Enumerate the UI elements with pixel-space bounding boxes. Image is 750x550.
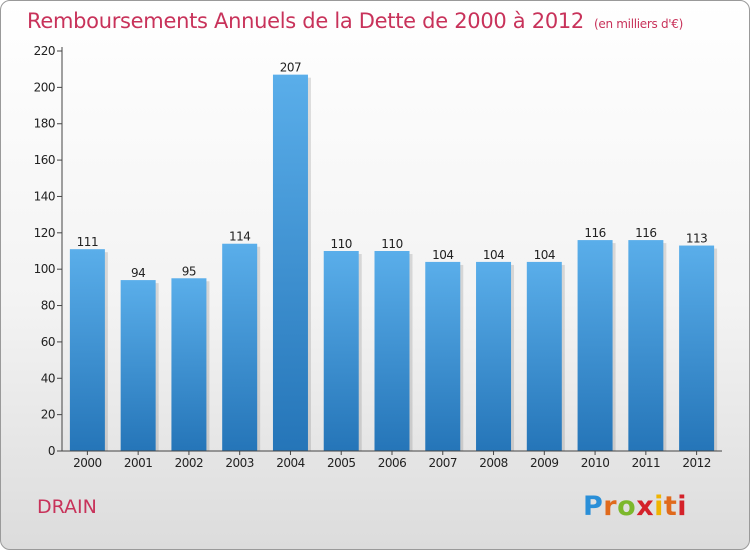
commune-name: DRAIN	[37, 496, 97, 518]
bar	[526, 261, 562, 451]
logo-letter: x	[636, 491, 655, 522]
y-tick-label: 60	[41, 335, 55, 349]
y-tick-label: 0	[48, 444, 55, 458]
data-label: 116	[635, 226, 656, 240]
chart-title: Remboursements Annuels de la Dette de 20…	[27, 9, 683, 33]
x-tick-label: 2001	[124, 456, 153, 470]
bar	[272, 74, 308, 452]
logo-letter: r	[603, 491, 618, 522]
data-label: 104	[534, 248, 555, 262]
bar	[323, 251, 359, 451]
bars-group	[69, 74, 718, 452]
bar	[425, 261, 461, 451]
data-label: 207	[280, 61, 301, 75]
y-tick-label: 80	[41, 299, 55, 313]
bar	[577, 240, 613, 451]
data-label: 94	[131, 266, 145, 280]
data-label: 114	[229, 230, 250, 244]
x-tick-label: 2002	[175, 456, 204, 470]
data-label: 113	[686, 232, 707, 246]
x-tick-label: 2005	[327, 456, 356, 470]
y-tick-label: 40	[41, 371, 55, 385]
data-label: 95	[182, 264, 196, 278]
proxiti-logo[interactable]: Proxiti	[583, 491, 687, 522]
y-tick-label: 200	[34, 80, 55, 94]
x-tick-label: 2008	[479, 456, 508, 470]
x-tick-label: 2007	[428, 456, 457, 470]
bar	[69, 249, 105, 451]
axes-group	[57, 47, 722, 455]
data-label: 104	[483, 248, 504, 262]
bar	[120, 280, 156, 451]
x-tick-label: 2006	[378, 456, 407, 470]
y-tick-label: 160	[34, 153, 55, 167]
labels-group: 1112000942001952002114200320720041102005…	[34, 44, 712, 470]
chart-title-text: Remboursements Annuels de la Dette de 20…	[27, 9, 584, 33]
y-tick-label: 120	[34, 226, 55, 240]
x-tick-label: 2010	[581, 456, 610, 470]
y-tick-label: 20	[41, 408, 55, 422]
y-tick-label: 140	[34, 189, 55, 203]
logo-letter: t	[663, 491, 678, 522]
logo-letter: o	[617, 491, 637, 522]
logo-letter: P	[583, 491, 604, 522]
x-tick-label: 2012	[682, 456, 711, 470]
x-tick-label: 2003	[225, 456, 254, 470]
bar	[476, 261, 512, 451]
bar	[374, 251, 410, 451]
data-label: 111	[77, 235, 98, 249]
y-tick-label: 220	[34, 44, 55, 58]
x-tick-label: 2000	[73, 456, 102, 470]
bar	[679, 245, 715, 451]
x-tick-label: 2011	[632, 456, 661, 470]
data-label: 110	[381, 237, 402, 251]
data-label: 104	[432, 248, 453, 262]
bar	[171, 278, 207, 451]
y-tick-label: 100	[34, 262, 55, 276]
logo-letter: i	[654, 491, 664, 522]
logo-letter: i	[677, 491, 688, 522]
bar	[222, 243, 258, 451]
data-label: 110	[331, 237, 352, 251]
x-tick-label: 2004	[276, 456, 305, 470]
y-tick-label: 180	[34, 117, 55, 131]
data-label: 116	[584, 226, 605, 240]
x-tick-label: 2009	[530, 456, 559, 470]
chart-unit-label: (en milliers d'€)	[594, 17, 684, 31]
bar	[628, 240, 664, 451]
